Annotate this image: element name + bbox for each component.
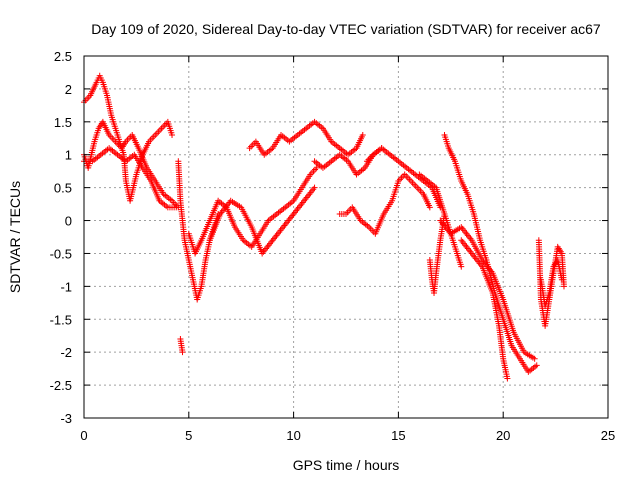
y-tick-label: -2.5	[50, 378, 72, 393]
data-point	[169, 131, 176, 138]
x-tick-label: 20	[496, 428, 510, 443]
data-point	[504, 375, 511, 382]
series-trace-i	[311, 145, 385, 178]
y-tick-label: 2.5	[54, 49, 72, 64]
y-tick-label: -2	[60, 345, 72, 360]
data-point	[426, 204, 433, 211]
axis-ticks: 0 5 10 15 20 25 -3 -2.5 -2 -1.5 -1 -0.5 0 0.5 1 1.5 2 2.5	[50, 49, 616, 443]
series-trace-e	[177, 336, 186, 356]
series-trace-j	[336, 171, 433, 237]
data-point	[558, 276, 565, 283]
y-tick-label: 0	[65, 214, 72, 229]
series-trace-f	[185, 164, 320, 257]
y-tick-label: 2	[65, 82, 72, 97]
series-trace-g	[206, 184, 318, 257]
x-tick-label: 25	[601, 428, 615, 443]
data-point	[531, 355, 538, 362]
data-point	[359, 131, 366, 138]
series-trace-c	[81, 145, 180, 211]
series-trace-h	[246, 118, 366, 158]
data-point	[533, 362, 540, 369]
series-trace-o	[437, 217, 538, 362]
series-trace-m	[426, 210, 448, 296]
data-point	[441, 210, 448, 217]
x-tick-label: 5	[185, 428, 192, 443]
series-trace-p	[458, 237, 511, 382]
y-tick-label: -0.5	[50, 246, 72, 261]
x-tick-label: 10	[286, 428, 300, 443]
y-tick-label: 1.5	[54, 115, 72, 130]
chart-title: Day 109 of 2020, Sidereal Day-to-day VTE…	[91, 21, 601, 37]
series-trace-r	[537, 257, 565, 310]
x-axis-label: GPS time / hours	[293, 457, 400, 473]
data-points	[81, 72, 567, 382]
x-tick-label: 15	[391, 428, 405, 443]
y-axis-label: SDTVAR / TECUs	[7, 181, 23, 293]
data-point	[311, 184, 318, 191]
data-point	[179, 349, 186, 356]
y-tick-label: -3	[60, 411, 72, 426]
data-point	[313, 164, 320, 171]
data-point	[458, 263, 465, 270]
y-tick-label: -1.5	[50, 312, 72, 327]
data-point	[560, 283, 567, 290]
plot-frame	[83, 55, 609, 419]
y-tick-label: 0.5	[54, 181, 72, 196]
x-tick-label: 0	[80, 428, 87, 443]
y-tick-label: 1	[65, 148, 72, 163]
y-tick-label: -1	[60, 279, 72, 294]
series-trace-n	[441, 131, 540, 375]
grid	[84, 56, 608, 418]
